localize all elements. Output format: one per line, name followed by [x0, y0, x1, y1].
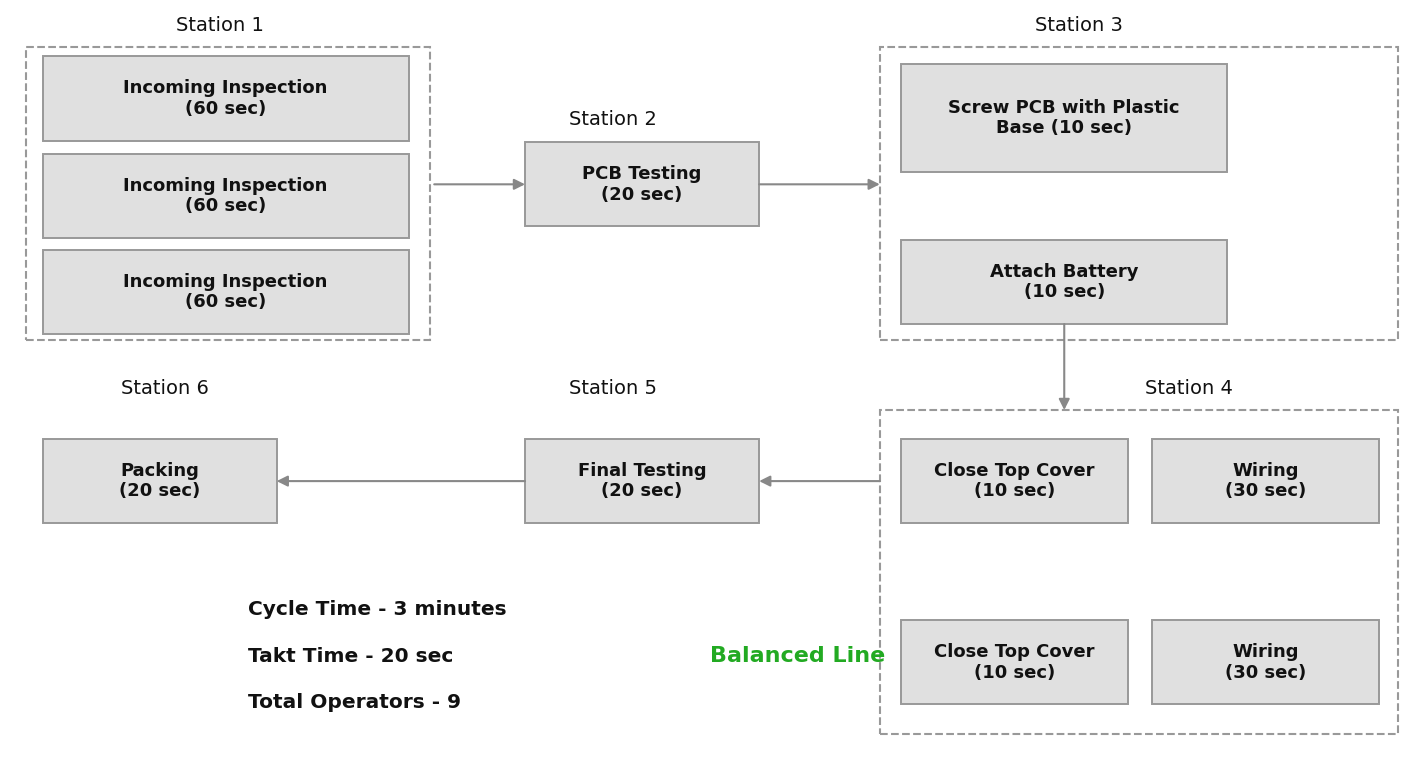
Text: Station 3: Station 3 [1034, 16, 1122, 35]
Text: Wiring
(30 sec): Wiring (30 sec) [1225, 643, 1307, 682]
Text: Station 5: Station 5 [569, 380, 657, 398]
FancyBboxPatch shape [43, 439, 277, 523]
Text: Station 2: Station 2 [569, 110, 657, 129]
Text: Packing
(20 sec): Packing (20 sec) [119, 462, 200, 501]
FancyBboxPatch shape [43, 250, 409, 334]
Text: Cycle Time - 3 minutes: Cycle Time - 3 minutes [248, 600, 507, 619]
Text: Total Operators - 9: Total Operators - 9 [248, 694, 461, 712]
FancyBboxPatch shape [43, 154, 409, 238]
Text: Incoming Inspection
(60 sec): Incoming Inspection (60 sec) [123, 79, 328, 118]
Text: Attach Battery
(10 sec): Attach Battery (10 sec) [990, 262, 1138, 301]
FancyBboxPatch shape [525, 439, 759, 523]
FancyBboxPatch shape [901, 240, 1227, 324]
Text: Station 4: Station 4 [1145, 380, 1233, 398]
Text: Station 6: Station 6 [121, 380, 209, 398]
Text: Incoming Inspection
(60 sec): Incoming Inspection (60 sec) [123, 177, 328, 216]
Text: Balanced Line: Balanced Line [710, 646, 885, 666]
Text: Station 1: Station 1 [176, 16, 264, 35]
Text: PCB Testing
(20 sec): PCB Testing (20 sec) [582, 165, 702, 204]
FancyBboxPatch shape [525, 142, 759, 226]
Text: Close Top Cover
(10 sec): Close Top Cover (10 sec) [934, 462, 1095, 501]
FancyBboxPatch shape [43, 56, 409, 141]
Text: Takt Time - 20 sec: Takt Time - 20 sec [248, 647, 454, 665]
FancyBboxPatch shape [901, 620, 1128, 704]
Text: Incoming Inspection
(60 sec): Incoming Inspection (60 sec) [123, 273, 328, 312]
Text: Final Testing
(20 sec): Final Testing (20 sec) [578, 462, 707, 501]
FancyBboxPatch shape [901, 64, 1227, 172]
FancyBboxPatch shape [1152, 439, 1379, 523]
Text: Screw PCB with Plastic
Base (10 sec): Screw PCB with Plastic Base (10 sec) [948, 98, 1181, 137]
FancyBboxPatch shape [901, 439, 1128, 523]
Text: Wiring
(30 sec): Wiring (30 sec) [1225, 462, 1307, 501]
FancyBboxPatch shape [1152, 620, 1379, 704]
Text: Close Top Cover
(10 sec): Close Top Cover (10 sec) [934, 643, 1095, 682]
